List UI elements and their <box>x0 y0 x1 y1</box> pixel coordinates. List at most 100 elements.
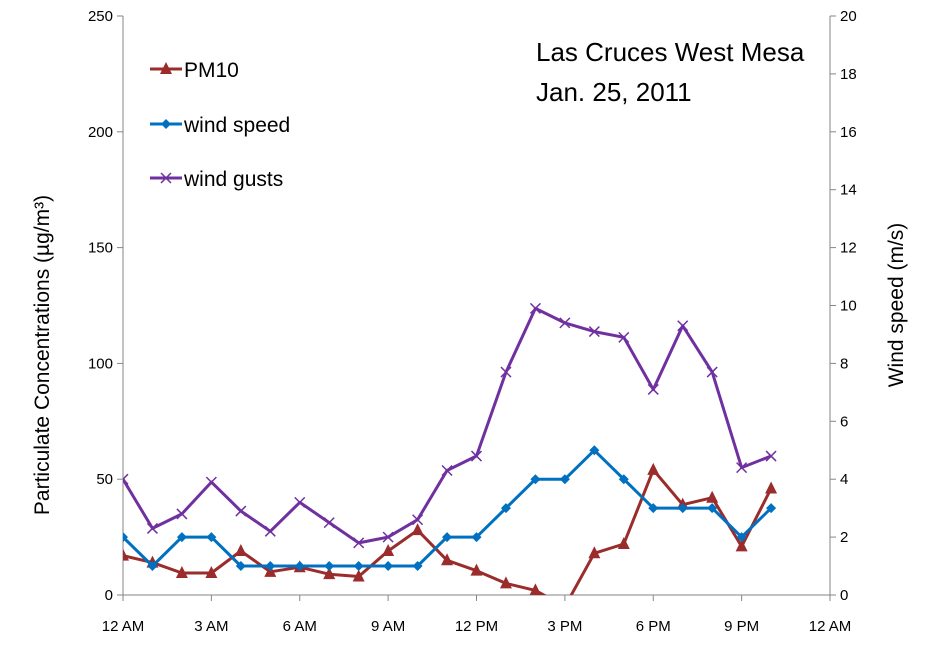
data-point <box>471 532 482 543</box>
data-point <box>529 302 541 314</box>
data-point <box>589 445 600 456</box>
y2-tick-label: 10 <box>840 298 857 315</box>
legend-item-pm10: PM10 <box>150 59 239 82</box>
data-point <box>677 503 688 514</box>
data-point <box>618 331 630 343</box>
data-point <box>530 474 541 485</box>
data-point <box>412 514 424 526</box>
data-point <box>123 548 129 561</box>
tick-labels: 0 50 100 150 200 250 0 2 4 6 8 10 12 14 16 18 20 12 AM 3 A… <box>88 8 857 635</box>
data-point <box>353 537 365 549</box>
data-point <box>176 508 188 520</box>
data-point <box>441 553 454 566</box>
y-tick-label: 50 <box>96 471 113 488</box>
y-tick-label: 150 <box>88 240 113 257</box>
data-point <box>500 366 512 378</box>
data-point <box>383 561 394 572</box>
data-point <box>123 532 128 543</box>
data-point <box>559 600 571 612</box>
data-point <box>706 490 719 503</box>
data-point <box>677 320 689 332</box>
x-tick-label: 12 AM <box>102 618 145 635</box>
data-point <box>470 450 483 462</box>
x-tick-label: 12 AM <box>809 618 852 635</box>
y-axis-title: Particulate Concentrations (µg/m³) <box>31 195 54 515</box>
legend-label-pm10: PM10 <box>184 59 239 82</box>
data-point <box>647 383 659 395</box>
y2-tick-label: 2 <box>840 529 848 546</box>
data-point <box>412 561 423 572</box>
data-point <box>264 525 276 537</box>
y-tick-label: 250 <box>88 8 113 25</box>
data-point <box>147 561 158 572</box>
x-tick-label: 9 AM <box>371 618 405 635</box>
data-point <box>205 565 218 578</box>
y2-axis-title: Wind speed (m/s) <box>885 223 908 388</box>
x-marker-icon <box>160 172 172 184</box>
data-point <box>766 503 777 514</box>
data-point <box>707 503 718 514</box>
data-point <box>411 523 424 536</box>
data-point <box>234 543 247 556</box>
data-point <box>323 567 336 580</box>
data-point <box>736 462 748 474</box>
diamond-marker-icon <box>161 119 171 129</box>
legend-label-wind-gusts: wind gusts <box>183 168 283 191</box>
y2-tick-label: 8 <box>840 355 848 372</box>
data-point <box>647 462 660 475</box>
x-tick-label: 3 PM <box>547 618 582 635</box>
y2-tick-label: 6 <box>840 413 848 430</box>
data-point <box>529 583 542 595</box>
chart-title-line-2: Jan. 25, 2011 <box>536 77 692 107</box>
x-tick-label: 6 PM <box>636 618 671 635</box>
data-point <box>618 474 629 485</box>
data-point <box>499 576 512 589</box>
y-tick-label: 200 <box>88 124 113 141</box>
series-wind-speed <box>123 445 777 572</box>
x-tick-label: 12 PM <box>455 618 498 635</box>
data-point <box>617 537 630 550</box>
data-point <box>765 481 778 494</box>
data-point <box>324 561 335 572</box>
data-point <box>176 532 187 543</box>
x-tick-label: 3 AM <box>194 618 228 635</box>
chart-title-line-1: Las Cruces West Mesa <box>536 37 805 67</box>
data-point <box>500 503 511 514</box>
axes <box>117 15 836 601</box>
data-point <box>382 531 394 543</box>
data-point <box>205 476 217 488</box>
y2-tick-label: 12 <box>840 240 857 257</box>
x-tick-label: 6 AM <box>283 618 317 635</box>
data-point <box>470 563 483 576</box>
series-wind-gusts <box>123 302 777 549</box>
data-point <box>323 517 335 529</box>
data-point <box>235 505 247 517</box>
legend-item-wind-speed: wind speed <box>150 114 290 137</box>
y2-tick-label: 0 <box>840 587 848 604</box>
y2-tick-label: 18 <box>840 66 857 83</box>
data-point <box>265 561 276 572</box>
data-point <box>765 450 777 462</box>
y2-tick-label: 20 <box>840 8 857 25</box>
legend-label-wind-speed: wind speed <box>183 114 290 137</box>
series-layer <box>123 302 778 612</box>
data-point <box>706 366 718 378</box>
data-point <box>353 561 364 572</box>
data-point <box>235 561 246 572</box>
data-point <box>588 546 601 559</box>
data-point <box>559 474 570 485</box>
data-point <box>382 543 395 556</box>
data-point <box>146 522 158 534</box>
data-point <box>206 532 217 543</box>
data-point <box>735 539 748 552</box>
data-point <box>442 532 453 543</box>
y2-tick-label: 16 <box>840 124 857 141</box>
legend: PM10 wind speed wind gusts <box>150 59 290 191</box>
data-point <box>648 503 659 514</box>
y2-tick-label: 14 <box>840 182 857 199</box>
data-point <box>736 532 747 543</box>
y2-tick-label: 4 <box>840 471 848 488</box>
triangle-marker-icon <box>160 62 172 74</box>
data-point <box>352 569 365 582</box>
